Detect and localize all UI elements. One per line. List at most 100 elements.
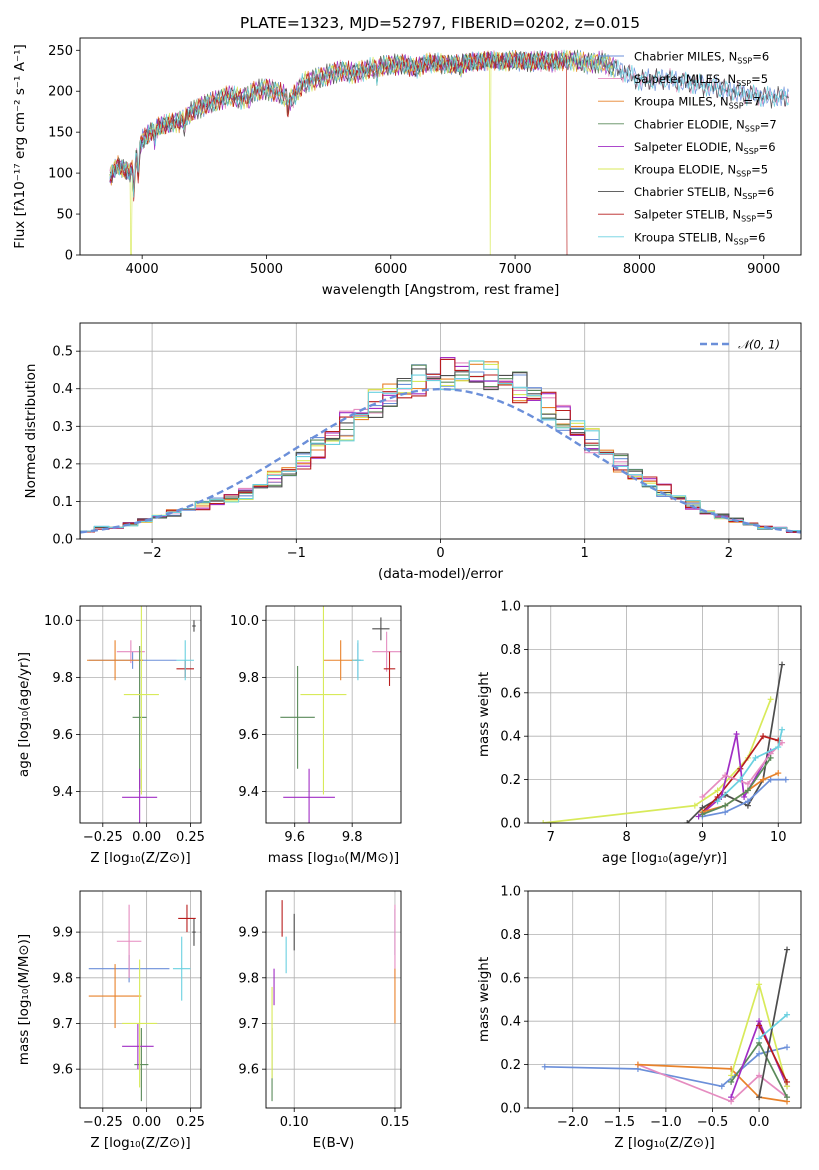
legend-equals: = [760, 117, 770, 131]
legend-nssp-prefix: , N [713, 95, 729, 109]
weight-marker [784, 1078, 791, 1085]
y-tick-label: 0.6 [500, 686, 521, 701]
chart-mass-weight-vs-age: 7 8 9 10 0.0 0.2 0.4 0.6 0.8 1.0 age [log₁₀(age/yr… [476, 600, 802, 866]
legend-nssp-value: 5 [766, 208, 773, 222]
errorbar-point [122, 768, 158, 823]
axes-frame [79, 890, 202, 1109]
weight-marker [744, 798, 751, 805]
legend-nssp-value: 5 [761, 163, 768, 177]
y-tick-label: 1.0 [500, 600, 521, 615]
y-axis-label: mass [log₁₀(M/M⊙)] [16, 934, 32, 1065]
weight-line [758, 949, 788, 1098]
y-tick-label: 1.0 [500, 885, 521, 900]
legend-equals: = [744, 95, 754, 109]
x-tick-label: 5000 [250, 262, 283, 277]
weight-line [701, 735, 779, 813]
errorbar-point [116, 640, 145, 664]
errorbar-point [123, 606, 159, 795]
weight-marker [733, 731, 740, 738]
axes-frame [527, 890, 802, 1109]
legend-subscript: SSP [744, 147, 759, 156]
errorbar-point [383, 651, 396, 686]
legend-nssp-prefix: , N [726, 185, 742, 199]
legend-nssp-value: 6 [758, 230, 765, 244]
legend-nssp-value: 6 [767, 185, 774, 199]
weight-line [543, 698, 772, 823]
y-tick-label: 9.7 [52, 1017, 73, 1032]
weight-marker [784, 1011, 791, 1018]
axes-frame [265, 890, 402, 1109]
y-tick-label: 150 [48, 126, 73, 141]
axes-frame [79, 322, 802, 540]
legend-nssp-prefix: , N [720, 163, 736, 177]
y-tick-label: 0.0 [500, 1102, 521, 1117]
grid [266, 891, 401, 1108]
weight-marker [784, 1044, 791, 1051]
x-tick-label: 2 [725, 546, 733, 561]
weight-marker [722, 809, 729, 816]
spectrum-line [109, 49, 789, 198]
legend-equals: = [757, 185, 767, 199]
spectrum-line [109, 50, 568, 255]
histogram-series [80, 360, 801, 539]
legend-model-name: Chabrier ELODIE [634, 117, 729, 131]
weight-marker [767, 754, 774, 761]
legend-model-name: Kroupa ELODIE [634, 163, 720, 177]
weight-marker [775, 770, 782, 777]
x-tick-label: 9 [698, 830, 706, 845]
x-tick-label: 0.25 [176, 830, 205, 845]
weight-marker [779, 726, 786, 733]
x-tick-label: −1 [287, 546, 306, 561]
y-tick-label: 0.2 [52, 457, 73, 472]
legend-label: Kroupa STELIB, NSSP=6 [634, 230, 766, 246]
legend-equals: = [752, 50, 762, 64]
legend-nssp-prefix: , N [721, 50, 737, 64]
legend-label: Kroupa ELODIE, NSSP=5 [634, 163, 768, 179]
legend-nssp-prefix: , N [728, 140, 744, 154]
x-tick-label: 0.10 [280, 1115, 309, 1130]
legend-subscript: SSP [734, 237, 749, 246]
errorbar-point [178, 904, 196, 933]
plot-area [88, 904, 196, 1102]
x-tick-label: 10 [770, 830, 787, 845]
y-tick-label: 50 [56, 208, 73, 223]
plot-area [280, 606, 401, 823]
x-tick-label: −2.0 [557, 1115, 589, 1130]
y-tick-label: 10.0 [44, 614, 73, 629]
legend-equals: = [751, 163, 761, 177]
legend-subscript: SSP [736, 170, 751, 179]
legend-subscript: SSP [745, 124, 760, 133]
y-tick-label: 0.8 [500, 928, 521, 943]
y-axis-label: age [log₁₀(age/yr)] [16, 652, 32, 777]
weight-marker [714, 798, 721, 805]
chart-title: PLATE=1323, MJD=52797, FIBERID=0202, z=0… [240, 14, 640, 32]
x-tick-label: 0.0 [749, 1115, 770, 1130]
weight-line [637, 1063, 788, 1103]
x-tick-label: 6000 [374, 262, 407, 277]
x-tick-label: 0.15 [380, 1115, 409, 1130]
weight-marker [540, 820, 547, 823]
weight-marker [752, 754, 759, 761]
weight-line [758, 1014, 788, 1040]
axes-frame [265, 605, 402, 824]
errorbar-point [176, 640, 194, 681]
weight-line [702, 757, 772, 816]
legend-model-name: Salpeter MILES [634, 72, 720, 86]
plot-area [87, 606, 196, 823]
legend-nssp-value: 6 [762, 50, 769, 64]
chart-mass-vs-metallicity: −0.25 0.00 0.25 9.6 9.7 9.8 9.9 Z [log₁₀(Z/Z⊙)]… [16, 890, 205, 1151]
chart-mass-weight-vs-metallicity: −2.0 −1.5 −1.0 −0.5 0.0 0.0 0.2 0.4 0.6 0.8 1.0 Z [… [476, 885, 802, 1151]
chart-age-vs-metallicity: −0.25 0.00 0.25 9.4 9.6 9.8 10.0 Z [log₁₀(Z/Z⊙)… [16, 605, 205, 866]
weight-marker [728, 1072, 735, 1079]
errorbar-point [372, 631, 401, 672]
x-tick-label: 0.00 [132, 830, 161, 845]
legend-label: Kroupa MILES, NSSP=7 [634, 95, 761, 111]
weight-marker [737, 776, 744, 783]
y-tick-label: 0.1 [52, 495, 73, 510]
weight-marker [756, 981, 763, 988]
legend-nssp-value: 7 [753, 95, 760, 109]
y-tick-label: 0.4 [500, 730, 521, 745]
x-axis-label: wavelength [Angstrom, rest frame] [322, 282, 560, 298]
x-tick-label: −0.5 [697, 1115, 729, 1130]
weight-marker [760, 776, 767, 783]
